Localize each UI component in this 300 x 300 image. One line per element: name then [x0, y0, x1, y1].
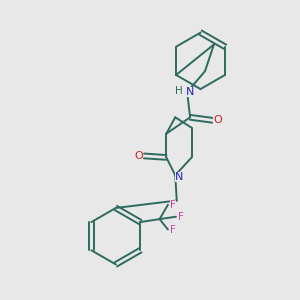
Text: F: F: [170, 200, 176, 210]
Text: O: O: [134, 151, 143, 161]
Text: F: F: [178, 212, 184, 222]
Text: H: H: [175, 86, 183, 96]
Text: N: N: [175, 172, 183, 182]
Text: N: N: [186, 87, 194, 97]
Text: O: O: [213, 115, 222, 125]
Text: F: F: [170, 224, 176, 235]
